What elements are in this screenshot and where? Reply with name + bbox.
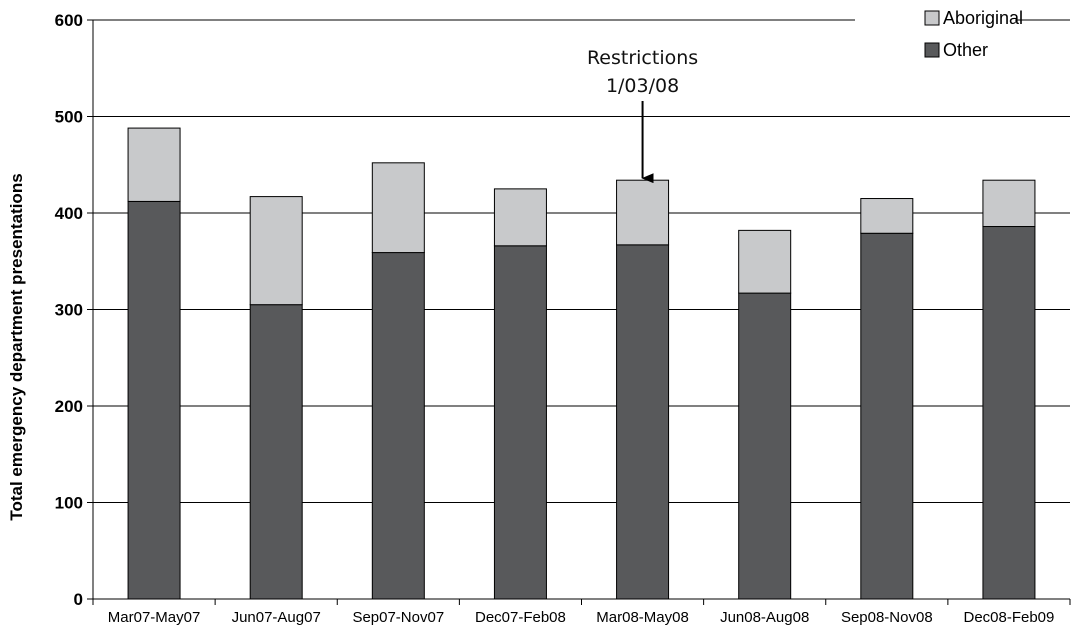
axes: 0 100 200 300 400 500 600 Mar07-May07 Jun07-Aug0…: [55, 11, 1071, 626]
legend-swatch-aboriginal: [924, 10, 940, 26]
gridlines: [93, 8, 1070, 503]
annotation-line-1: Restrictions: [587, 47, 698, 69]
x-tick-label: Sep08-Nov08: [841, 609, 933, 626]
x-tick-label: Jun07-Aug07: [232, 609, 321, 626]
bar-aboriginal-jun08-aug08: [738, 229, 792, 294]
bar-aboriginal-dec08-feb09: [982, 179, 1036, 228]
bar-other-mar07-may07: [127, 200, 181, 600]
bar-other-jun07-aug07: [249, 304, 303, 600]
bar-other-dec07-feb08: [493, 245, 547, 600]
y-tick-label: 100: [55, 494, 83, 513]
bar-aboriginal-mar08-may08: [616, 179, 670, 246]
y-axis-label: Total emergency department presentations: [7, 173, 26, 520]
annotation: Restrictions 1/03/08: [587, 47, 698, 184]
x-tick-label: Dec07-Feb08: [475, 609, 566, 626]
bar-aboriginal-sep07-nov07: [371, 162, 425, 254]
legend-label-aboriginal: Aboriginal: [943, 8, 1023, 28]
y-tick-label: 600: [55, 11, 83, 30]
y-tick-label: 500: [55, 108, 83, 127]
x-tick-label: Sep07-Nov07: [352, 609, 444, 626]
x-tick-label: Jun08-Aug08: [720, 609, 809, 626]
legend-swatch-other: [924, 42, 940, 58]
x-tick-label: Mar08-May08: [596, 609, 689, 626]
bar-other-sep08-nov08: [860, 232, 914, 600]
y-tick-label: 200: [55, 397, 83, 416]
x-tick-label: Dec08-Feb09: [963, 609, 1054, 626]
bar-other-sep07-nov07: [371, 252, 425, 600]
y-tick-label: 400: [55, 204, 83, 223]
annotation-line-2: 1/03/08: [606, 75, 679, 97]
y-tick-label: 0: [74, 590, 83, 609]
bar-other-dec08-feb09: [982, 226, 1036, 600]
x-tick-label: Mar07-May07: [108, 609, 201, 626]
y-tick-label: 300: [55, 301, 83, 320]
bar-aboriginal-sep08-nov08: [860, 198, 914, 234]
bar-aboriginal-mar07-may07: [127, 127, 181, 202]
legend: Aboriginal Other: [924, 8, 1023, 60]
bar-aboriginal-dec07-feb08: [493, 188, 547, 247]
bars: [127, 127, 1036, 600]
bar-other-jun08-aug08: [738, 292, 792, 600]
bar-aboriginal-jun07-aug07: [249, 196, 303, 306]
legend-label-other: Other: [943, 40, 988, 60]
bar-other-mar08-may08: [616, 244, 670, 600]
